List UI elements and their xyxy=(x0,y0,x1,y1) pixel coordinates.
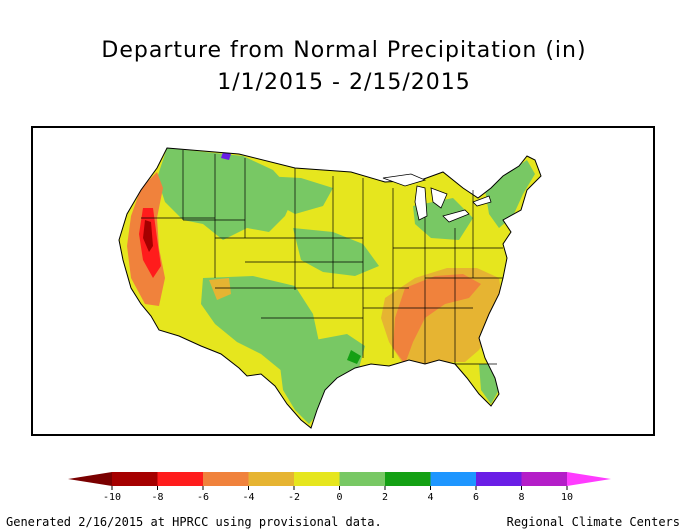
legend-low-arrow xyxy=(68,472,112,486)
legend-tick-label: -4 xyxy=(242,492,254,503)
legend-tick-label: 10 xyxy=(561,492,573,503)
land-near-normal xyxy=(119,148,541,428)
legend-swatch xyxy=(294,472,340,486)
state-boundaries xyxy=(141,150,503,365)
legend-tick-label: 0 xyxy=(336,492,342,503)
dry-region-sierra-nevada xyxy=(143,220,153,252)
legend-tick-label: 4 xyxy=(427,492,433,503)
legend-tick-label: -2 xyxy=(288,492,300,503)
legend-tick-label: -8 xyxy=(151,492,163,503)
wet-region-central-plains xyxy=(293,228,379,276)
wet-spot-texas xyxy=(347,350,361,364)
precipitation-map xyxy=(118,147,542,429)
map-date-range: 1/1/2015 - 2/15/2015 xyxy=(217,70,471,95)
legend-swatch xyxy=(385,472,431,486)
color-legend: -10 -8 -6 -4 -2 0 2 4 6 8 10 xyxy=(68,472,611,503)
legend-swatch xyxy=(248,472,294,486)
precipitation-field xyxy=(119,148,541,428)
legend-swatch xyxy=(339,472,385,486)
generation-note: Generated 2/16/2015 at HPRCC using provi… xyxy=(6,515,382,529)
legend-tick-label: -10 xyxy=(103,492,121,503)
legend-swatch xyxy=(112,472,158,486)
legend-swatch xyxy=(521,472,567,486)
legend-swatch xyxy=(430,472,476,486)
wet-region-northern-rockies xyxy=(157,148,295,240)
wet-region-southern-plains xyxy=(279,334,365,424)
legend-tick-label: 8 xyxy=(518,492,524,503)
wet-region-upper-midwest xyxy=(263,176,333,214)
great-lakes xyxy=(382,173,492,223)
map-title: Departure from Normal Precipitation (in) xyxy=(101,38,587,63)
legend-tick-label: 6 xyxy=(473,492,479,503)
legend-high-arrow xyxy=(567,472,611,486)
legend-tick-label: -6 xyxy=(197,492,209,503)
legend-swatch xyxy=(203,472,249,486)
legend-swatch xyxy=(157,472,203,486)
legend-swatch xyxy=(476,472,522,486)
wet-spot-montana xyxy=(221,152,231,160)
dry-region-sw-colorado xyxy=(209,278,231,300)
wet-region-ohio-valley xyxy=(413,198,473,240)
map-frame xyxy=(31,126,655,436)
source-credit: Regional Climate Centers xyxy=(506,515,680,529)
dry-region-tennessee-valley xyxy=(393,274,481,364)
legend-tick-label: 2 xyxy=(382,492,388,503)
wet-region-northeast xyxy=(485,160,535,228)
